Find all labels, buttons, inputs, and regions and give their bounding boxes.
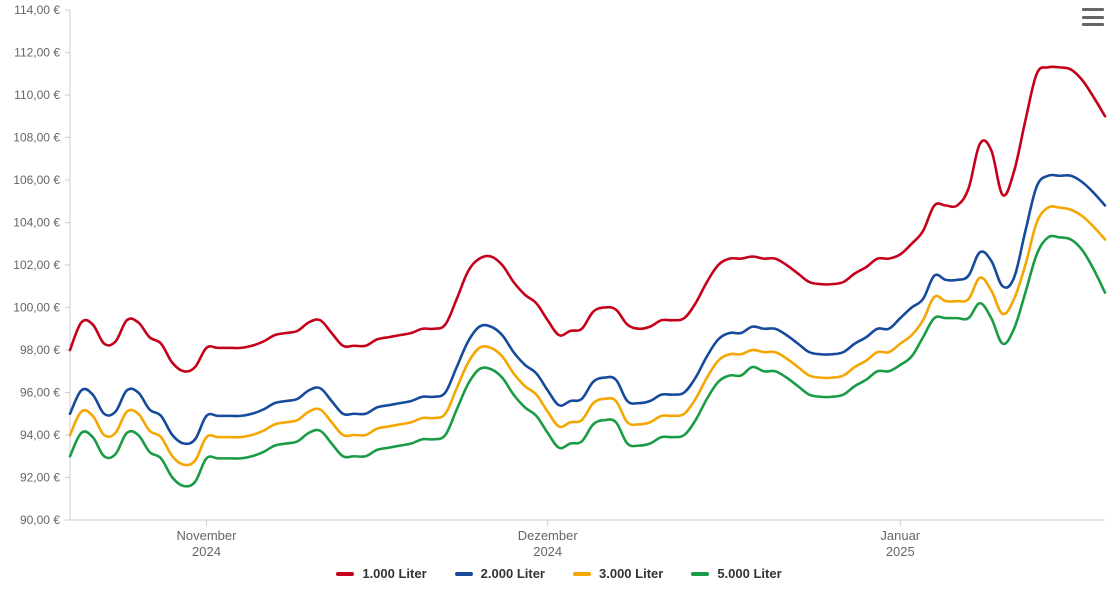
hamburger-bar-icon (1082, 23, 1104, 26)
series-line-s3000[interactable] (70, 206, 1105, 465)
legend-swatch-icon (573, 572, 591, 576)
legend-swatch-icon (336, 572, 354, 576)
y-axis-label: 94,00 € (20, 428, 60, 442)
y-axis-label: 110,00 € (14, 88, 60, 102)
legend-item-s2000[interactable]: 2.000 Liter (455, 566, 545, 581)
y-axis-label: 104,00 € (13, 216, 60, 230)
x-axis-year-label: 2024 (192, 544, 221, 559)
legend-label: 3.000 Liter (599, 566, 663, 581)
legend-item-s5000[interactable]: 5.000 Liter (691, 566, 781, 581)
legend-swatch-icon (691, 572, 709, 576)
chart-legend: 1.000 Liter 2.000 Liter 3.000 Liter 5.000 L… (0, 560, 1118, 581)
y-axis-label: 112,00 € (14, 46, 60, 60)
x-axis-month-label: Dezember (518, 528, 579, 543)
legend-swatch-icon (455, 572, 473, 576)
y-axis-label: 100,00 € (13, 301, 60, 315)
hamburger-bar-icon (1082, 16, 1104, 19)
legend-label: 1.000 Liter (362, 566, 426, 581)
x-axis-year-label: 2024 (533, 544, 562, 559)
legend-item-s3000[interactable]: 3.000 Liter (573, 566, 663, 581)
y-axis-label: 96,00 € (20, 386, 60, 400)
line-chart: 90,00 € 92,00 € 94,00 € 96,00 € 98,00 € 100,0… (0, 0, 1118, 560)
y-axis-label: 106,00 € (13, 173, 60, 187)
series-line-s1000[interactable] (70, 67, 1105, 372)
x-axis-month-label: Januar (880, 528, 920, 543)
y-axis-label: 90,00 € (20, 513, 60, 527)
x-axis-year-label: 2025 (886, 544, 915, 559)
y-axis-label: 102,00 € (13, 258, 60, 272)
series-line-s2000[interactable] (70, 175, 1105, 444)
y-axis-label: 108,00 € (13, 131, 60, 145)
y-axis-label: 98,00 € (20, 343, 60, 357)
y-axis-label: 92,00 € (20, 471, 60, 485)
legend-label: 2.000 Liter (481, 566, 545, 581)
x-axis-month-label: November (176, 528, 237, 543)
y-axis-label: 114,00 € (14, 3, 60, 17)
series-line-s5000[interactable] (70, 236, 1105, 486)
price-chart-container: 90,00 € 92,00 € 94,00 € 96,00 € 98,00 € 100,0… (0, 0, 1118, 610)
chart-menu-button[interactable] (1082, 8, 1104, 26)
legend-item-s1000[interactable]: 1.000 Liter (336, 566, 426, 581)
hamburger-bar-icon (1082, 8, 1104, 11)
legend-label: 5.000 Liter (717, 566, 781, 581)
